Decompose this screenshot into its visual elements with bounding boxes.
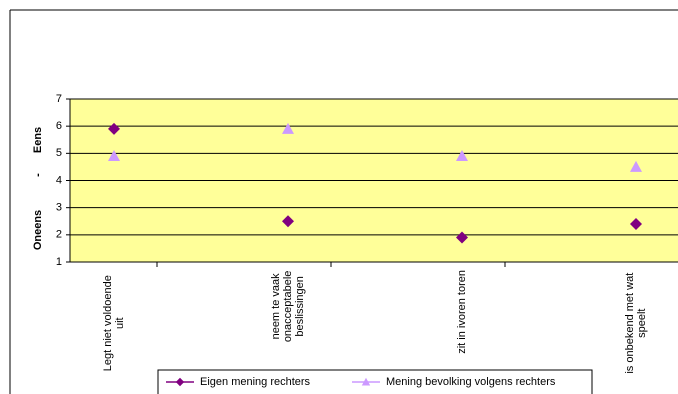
point: [456, 231, 468, 244]
point: [630, 217, 642, 230]
y-tick-label: 3: [56, 202, 62, 214]
legend-label: Eigen mening rechters: [200, 376, 311, 388]
x-tick-label: is onbekend met watspeelt: [624, 273, 648, 374]
y-axis-label: Oneens: [32, 210, 44, 250]
y-tick-label: 5: [56, 147, 62, 159]
legend-label: Mening bevolking volgens rechters: [386, 376, 556, 388]
x-tick-label: zit in ivoren toren: [456, 270, 468, 354]
label-line: zit in ivoren toren: [456, 270, 468, 354]
label-line: onacceptabele: [282, 271, 294, 343]
y-tick-label: 1: [56, 256, 62, 268]
y-tick-label: 2: [56, 229, 62, 241]
y-axis-label: -: [32, 173, 44, 177]
y-axis-label: Eens: [32, 127, 44, 153]
point: [108, 122, 120, 135]
point: [456, 150, 468, 162]
label-line: neem te vaak: [270, 273, 282, 340]
y-tick-label: 4: [56, 174, 62, 186]
label-line: uit: [114, 317, 126, 329]
label-line: speelt: [636, 309, 648, 338]
y-tick-label: 6: [56, 120, 62, 132]
x-tick-label: Legt niet voldoendeuit: [102, 275, 126, 371]
legend-marker: [361, 377, 371, 386]
label-line: beslissingen: [294, 276, 306, 337]
label-line: Legt niet voldoende: [102, 275, 114, 371]
point: [282, 215, 294, 228]
point: [108, 150, 120, 162]
point: [630, 160, 642, 172]
point: [282, 122, 294, 134]
label-line: is onbekend met wat: [624, 273, 636, 374]
x-tick-label: neem te vaakonacceptabelebeslissingen: [270, 271, 306, 343]
y-tick-label: 7: [56, 93, 62, 105]
